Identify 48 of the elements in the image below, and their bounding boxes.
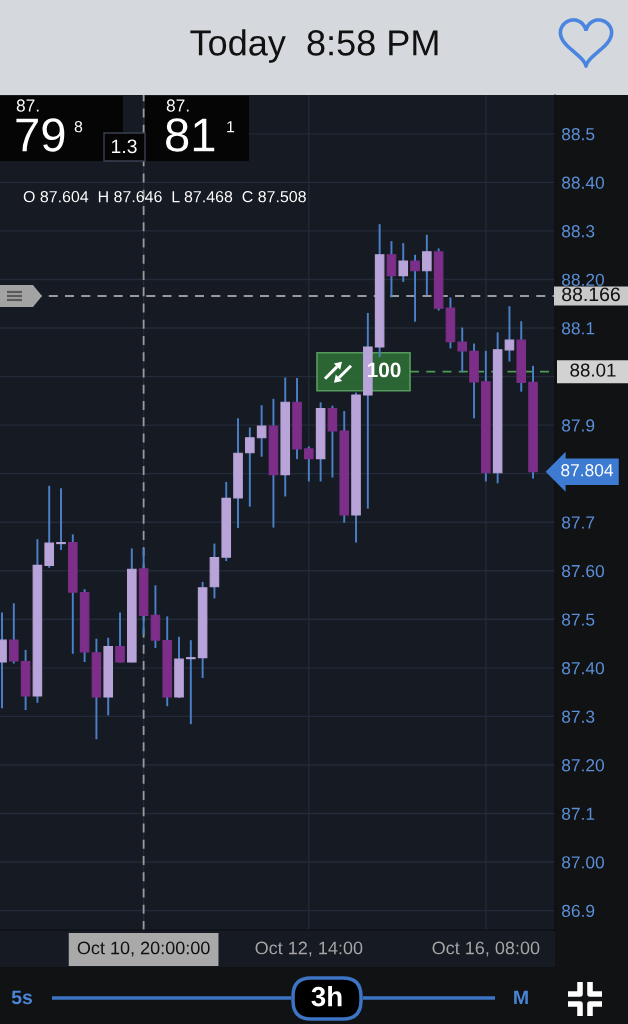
candlestick [504,305,515,363]
candlestick [115,611,125,664]
candlestick [186,639,196,726]
y-tick-label: 87.20 [562,759,605,772]
annotation: O 87.604 H 87.646 L 87.468 C 87.508 [23,190,306,203]
y-tick-label: 87.9 [562,419,595,432]
x-tick-label: Oct 12, 14:00 [255,941,363,957]
candlestick [398,242,409,283]
text: 3h [311,986,342,1007]
y-tick-label: 88.3 [562,225,595,238]
candlestick [9,602,19,665]
candlestick [44,484,55,569]
candlestick [304,445,314,483]
y-tick-label: 87.5 [562,613,595,626]
annotation: 1.3 [111,139,137,154]
annotation: 87. [16,99,39,112]
y-tick-label: 86.9 [562,904,595,918]
text: 87.804 [561,464,614,477]
candlestick [327,404,338,479]
annotation: 1 [227,121,235,133]
y-tick-label: 88.40 [562,176,605,189]
ref-line-label: 88.01 [570,363,616,377]
ref-line-label: 88.166 [562,287,620,302]
y-tick-label: 87.7 [562,516,595,529]
annotation: 79 [16,118,65,152]
y-tick-label: 88.20 [562,273,605,286]
annotation: 87. [166,99,189,112]
y-tick-label: 87.3 [562,710,595,723]
chart-title: Today 8:58 PM [190,29,438,63]
annotation: 8 [74,120,83,133]
candlestick [422,233,432,296]
candlestick [386,240,397,299]
x-tick-label: Oct 16, 08:00 [432,941,540,957]
candlestick [245,426,255,508]
text: 5s [11,990,33,1005]
y-tick-label: 87.1 [562,807,595,820]
y-tick-label: 87.00 [562,856,605,869]
candlestick [256,404,267,458]
annotation: 81 [166,118,215,152]
y-tick-label: 88.5 [562,128,595,141]
y-tick-label: 87.60 [562,564,605,578]
x-tick-label: Oct 10, 20:00:00 [77,941,210,957]
y-tick-label: 87.40 [562,662,605,675]
candlestick [457,326,468,374]
text: M [514,990,528,1005]
candlestick [410,253,420,323]
y-tick-label: 88.1 [562,322,595,335]
candlestick [56,487,66,551]
